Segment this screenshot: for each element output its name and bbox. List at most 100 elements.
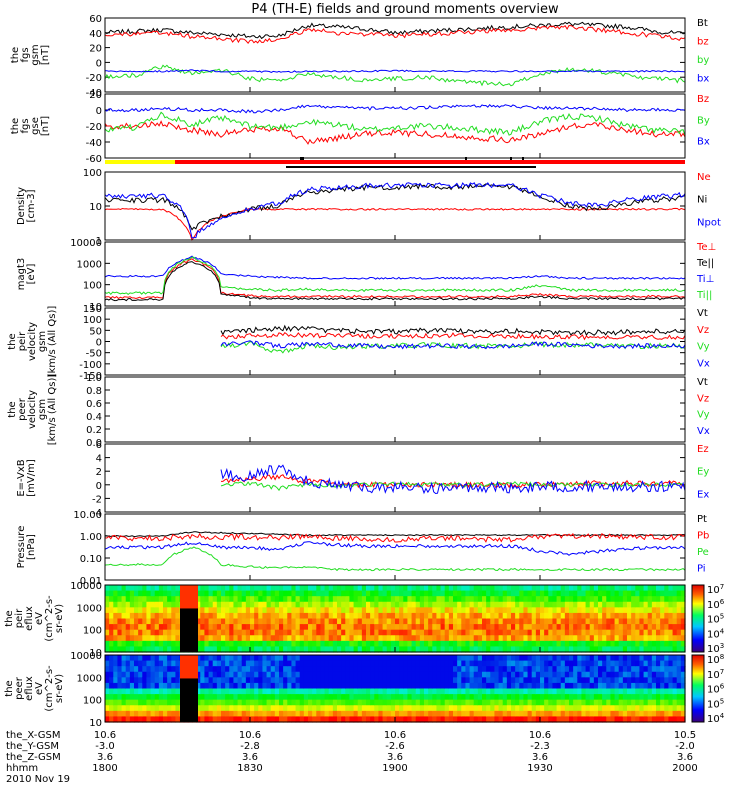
ytick-label: -2 xyxy=(92,494,102,505)
heatmap-cell xyxy=(395,590,400,597)
heatmap-cell xyxy=(378,596,384,603)
heatmap-cell xyxy=(498,671,504,678)
heatmap-cell xyxy=(241,624,247,631)
heatmap-cell xyxy=(237,585,243,592)
heatmap-cell xyxy=(581,635,587,642)
heatmap-cell xyxy=(564,699,570,706)
heatmap-cell xyxy=(407,596,413,603)
heatmap-cell xyxy=(121,635,127,642)
heatmap-cell xyxy=(593,677,599,684)
heatmap-cell xyxy=(341,596,346,603)
heatmap-cell xyxy=(274,635,280,642)
heatmap-cell xyxy=(129,585,135,592)
heatmap-cell xyxy=(469,699,475,706)
heatmap-cell xyxy=(519,677,525,684)
heatmap-cell xyxy=(241,671,247,678)
heatmap-cell xyxy=(548,585,554,592)
heatmap-cell xyxy=(635,705,641,712)
heatmap-cell xyxy=(664,596,670,603)
heatmap-cell xyxy=(424,694,429,701)
heatmap-cell xyxy=(270,677,276,684)
heatmap-cell xyxy=(266,596,272,603)
heatmap-cell xyxy=(134,682,139,690)
heatmap-cell xyxy=(502,624,508,631)
heatmap-cell xyxy=(233,660,239,667)
heatmap-cell xyxy=(163,629,168,636)
heatmap-cell xyxy=(370,660,375,667)
heatmap-cell xyxy=(291,655,297,662)
heatmap-cell xyxy=(399,596,404,603)
heatmap-cell xyxy=(274,666,280,673)
heatmap-cell xyxy=(581,596,587,603)
heatmap-cell xyxy=(589,660,595,667)
heatmap-cell xyxy=(320,585,326,592)
heatmap-cell xyxy=(129,635,135,642)
heatmap-cell xyxy=(436,677,442,684)
heatmap-cell xyxy=(175,640,181,648)
heatmap-cell xyxy=(399,629,404,636)
heatmap-cell xyxy=(593,612,599,620)
heatmap-cell xyxy=(631,607,636,614)
heatmap-cell xyxy=(589,682,595,690)
heatmap-cell xyxy=(573,646,578,653)
heatmap-cell xyxy=(569,635,574,642)
heatmap-cell xyxy=(494,655,500,662)
heatmap-cell xyxy=(299,671,305,678)
heatmap-cell xyxy=(602,618,607,625)
heatmap-cell xyxy=(274,624,280,631)
heatmap-cell xyxy=(552,682,558,690)
heatmap-cell xyxy=(544,607,549,614)
heatmap-cell xyxy=(212,671,218,678)
heatmap-cell xyxy=(531,590,537,597)
heatmap-cell xyxy=(461,629,467,636)
ylabel-line: peer xyxy=(17,397,28,421)
heatmap-cell xyxy=(138,688,143,695)
heatmap-cell xyxy=(531,671,537,678)
heatmap-cell xyxy=(527,585,533,592)
heatmap-cell xyxy=(552,660,558,667)
heatmap-cell xyxy=(672,612,678,620)
heatmap-cell xyxy=(457,694,462,701)
heatmap-cell xyxy=(303,699,309,706)
heatmap-cell xyxy=(109,682,114,690)
heatmap-cell xyxy=(274,596,280,603)
heatmap-cell xyxy=(386,705,392,712)
heatmap-cell xyxy=(283,590,288,597)
heatmap-cell xyxy=(523,716,529,723)
heatmap-cell xyxy=(403,694,409,701)
heatmap-cell xyxy=(560,640,566,648)
heatmap-cell xyxy=(279,682,284,690)
heatmap-cell xyxy=(167,596,172,603)
heatmap-cell xyxy=(221,682,226,690)
heatmap-cell xyxy=(660,601,665,608)
heatmap-cell xyxy=(544,618,549,625)
heatmap-cell xyxy=(370,590,375,597)
heatmap-cell xyxy=(312,624,317,631)
heatmap-cell xyxy=(270,585,276,592)
heatmap-cell xyxy=(465,612,471,620)
heatmap-cell xyxy=(250,682,255,690)
heatmap-cell xyxy=(150,601,156,608)
heatmap-cell xyxy=(494,624,500,631)
heatmap-cell xyxy=(142,666,148,673)
heatmap-cell xyxy=(254,635,259,642)
heatmap-cell xyxy=(473,612,479,620)
heatmap-cell xyxy=(598,716,603,723)
heatmap-cell xyxy=(200,590,206,597)
heatmap-cell xyxy=(531,635,537,642)
heatmap-cell xyxy=(622,585,628,592)
heatmap-cell xyxy=(523,635,529,642)
heatmap-cell xyxy=(680,682,686,690)
heatmap-cell xyxy=(200,596,206,603)
heatmap-cell xyxy=(444,585,450,592)
heatmap-cell xyxy=(274,646,280,653)
heatmap-cell xyxy=(142,655,148,662)
heatmap-cell xyxy=(328,601,334,608)
heatmap-cell xyxy=(573,612,578,620)
heatmap-cell xyxy=(527,705,533,712)
heatmap-cell xyxy=(610,640,616,648)
heatmap-cell xyxy=(341,694,346,701)
heatmap-cell xyxy=(647,694,653,701)
heatmap-cell xyxy=(291,660,297,667)
ytick-label: 40 xyxy=(89,29,102,40)
